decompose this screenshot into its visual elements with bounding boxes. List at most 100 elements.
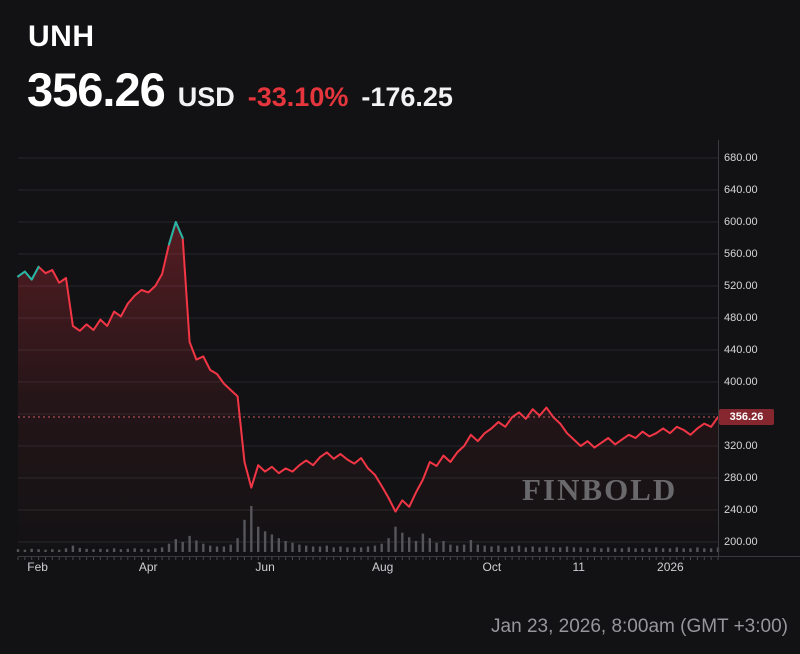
volume-bar: [531, 546, 534, 552]
y-axis-label: 520.00: [724, 280, 758, 292]
last-price-label: 356.26: [719, 408, 774, 425]
volume-bar: [600, 548, 603, 552]
volume-bar: [641, 548, 644, 552]
current-price: 356.26: [27, 63, 166, 116]
volume-bar: [607, 547, 610, 552]
volume-bar: [243, 519, 246, 552]
volume-bar: [709, 548, 713, 552]
volume-bar: [154, 548, 157, 552]
change-absolute: -176.25: [361, 82, 453, 112]
volume-bar: [195, 540, 198, 552]
y-axis-label: 480.00: [724, 312, 758, 324]
currency-label: USD: [177, 82, 235, 112]
volume-bar: [318, 546, 322, 552]
volume-bar: [655, 547, 658, 552]
volume-bar: [572, 547, 576, 552]
volume-bar: [202, 543, 205, 552]
volume-bar: [456, 545, 459, 552]
volume-bar: [613, 548, 617, 552]
volume-bar: [58, 549, 61, 552]
last-price-value: 356.26: [729, 410, 764, 423]
volume-bar: [373, 545, 377, 552]
volume-bar: [30, 548, 33, 552]
volume-bar: [689, 548, 692, 552]
volume-bar: [277, 538, 280, 552]
volume-bar: [586, 548, 589, 552]
x-axis-label: Oct: [482, 560, 502, 574]
timestamp: Jan 23, 2026, 8:00am (GMT +3:00): [491, 616, 788, 637]
volume-bar: [64, 548, 68, 552]
y-axis-label: 240.00: [724, 504, 758, 516]
volume-bar: [257, 526, 260, 552]
volume-bar: [490, 546, 493, 552]
volume-bar: [353, 547, 356, 552]
volume-bar: [449, 544, 452, 552]
volume-bar: [174, 539, 177, 552]
volume-bar: [78, 547, 81, 552]
volume-bar: [99, 548, 102, 552]
y-axis-label: 560.00: [724, 248, 758, 260]
price-line-up-segment: [168, 221, 184, 246]
volume-bar: [188, 535, 191, 552]
volume-bar: [270, 534, 274, 552]
y-axis-label: 280.00: [724, 472, 758, 484]
volume-bar: [167, 543, 171, 552]
volume-bar: [51, 549, 54, 552]
volume-bar: [634, 548, 637, 552]
x-axis-label: Feb: [27, 560, 48, 574]
volume-bar: [579, 547, 582, 552]
volume-bar: [229, 544, 232, 552]
volume-bar: [311, 546, 315, 552]
y-axis-label: 640.00: [724, 184, 758, 196]
y-axis-label: 440.00: [724, 344, 758, 356]
volume-bar: [682, 548, 685, 552]
volume-bar: [250, 506, 253, 552]
volume-bar: [85, 548, 88, 552]
volume-bar: [263, 531, 267, 552]
volume-bar: [23, 549, 27, 552]
volume-bar: [37, 549, 40, 552]
x-axis-label: Aug: [372, 560, 394, 574]
volume-bar: [476, 544, 479, 552]
volume-bar: [298, 544, 301, 552]
volume-bar: [325, 545, 328, 552]
volume-bar: [620, 548, 624, 552]
price-row: 356.26 USD -33.10% -176.25: [27, 62, 453, 117]
volume-bar: [339, 546, 342, 552]
volume-bar: [147, 549, 150, 552]
y-axis-label: 680.00: [724, 152, 758, 164]
volume-bar: [545, 546, 548, 552]
x-axis-label: 11: [572, 560, 585, 574]
volume-bar: [696, 547, 699, 552]
volume-bar: [435, 542, 438, 552]
volume-bar: [126, 548, 129, 552]
volume-bar: [284, 541, 287, 552]
volume-bar: [538, 547, 541, 552]
volume-bar: [181, 541, 184, 552]
volume-bar: [593, 547, 596, 552]
volume-bar: [291, 542, 294, 552]
volume-bar: [408, 537, 411, 552]
volume-bar: [140, 548, 143, 552]
volume-bar: [387, 538, 390, 552]
volume-bar: [215, 546, 219, 552]
change-percent: -33.10%: [247, 82, 349, 112]
volume-bar: [552, 547, 555, 552]
price-line-up-segment: [17, 265, 40, 281]
finbold-watermark: FINBOLD: [522, 472, 678, 507]
volume-bar: [346, 547, 349, 552]
volume-bar: [559, 547, 562, 552]
volume-bar: [703, 548, 706, 552]
volume-bar: [133, 548, 136, 552]
volume-bar: [661, 548, 665, 552]
volume-bar: [517, 545, 521, 552]
volume-bar: [524, 547, 527, 552]
volume-bar: [462, 544, 466, 552]
volume-bar: [421, 533, 425, 552]
volume-bar: [16, 549, 20, 552]
volume-bar: [112, 548, 116, 552]
volume-bar: [675, 547, 678, 552]
volume-bar: [668, 548, 672, 552]
